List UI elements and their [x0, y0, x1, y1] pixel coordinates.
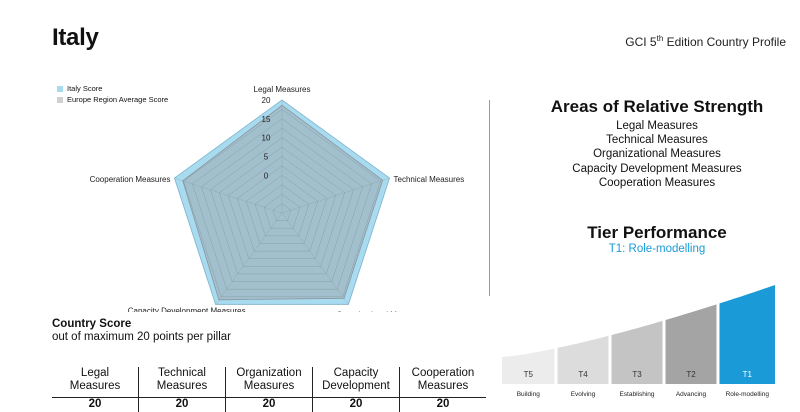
radar-axis-label: Capacity Development Measures [128, 306, 246, 312]
score-header: Cooperation Measures [411, 367, 475, 392]
strengths-list: Legal Measures Technical Measures Organi… [500, 119, 800, 190]
radar-axis-label: Organizational Measures [336, 310, 425, 312]
radar-tick-label: 20 [262, 96, 271, 105]
score-value: 20 [313, 397, 399, 412]
score-header: Legal Measures [69, 367, 121, 392]
score-col-cooperation: Cooperation Measures 20 [399, 367, 486, 412]
radar-grid-ring [228, 156, 336, 259]
radar-grid-ring [245, 174, 319, 244]
tier-name-label: Evolving [571, 391, 596, 398]
radar-spoke [281, 177, 390, 214]
score-header: Technical Measures [156, 367, 208, 392]
radar-spoke [215, 212, 283, 305]
tier-code-label: T1 [743, 370, 753, 379]
legend-item-italy: Italy Score [57, 83, 168, 94]
score-table: Legal Measures 20 Technical Measures 20 Or… [52, 367, 486, 412]
tier-name-label: Advancing [676, 391, 707, 398]
tier-name-label: Role-modelling [726, 391, 770, 398]
score-col-legal: Legal Measures 20 [52, 367, 138, 412]
strength-item: Cooperation Measures [598, 176, 716, 189]
radar-axis-label: Cooperation Measures [90, 175, 171, 184]
strengths-title: Areas of Relative Strength [550, 97, 764, 116]
tier-current: T1: Role-modelling [608, 243, 706, 255]
series-europe-average [182, 104, 384, 301]
radar-tick-label: 15 [262, 115, 271, 124]
radar-grid-ring [174, 99, 390, 305]
radar-grid-ring [210, 137, 354, 275]
score-col-capacity: Capacity Development 20 [312, 367, 399, 412]
section-divider [489, 100, 490, 296]
radar-grid-ring [236, 165, 328, 252]
strength-item: Capacity Development Measures [572, 162, 742, 175]
tier-ramp: T5 Building T4 Evolving T3 Establishing T2 Adva… [502, 285, 775, 398]
tier-code-label: T3 [632, 370, 642, 379]
score-value: 20 [400, 397, 486, 412]
radar-grid-ring [272, 203, 292, 221]
score-header: Capacity Development [322, 367, 390, 392]
radar-grid-ring [254, 184, 310, 237]
tier-title: Tier Performance [587, 223, 727, 242]
legend-swatch-europe [57, 96, 63, 103]
score-subtitle: out of maximum 20 points per pillar [52, 331, 231, 343]
tier-segment-t5 [502, 348, 555, 384]
radar-tick-label: 10 [262, 134, 271, 143]
radar-grid-ring [192, 118, 372, 290]
radar-grid-ring [219, 146, 345, 267]
radar-tick-label: 0 [264, 171, 269, 180]
score-value: 20 [52, 397, 138, 412]
tier-code-label: T4 [578, 370, 588, 379]
strength-item: Technical Measures [606, 134, 708, 147]
tier-segment-t2 [665, 304, 717, 384]
score-value: 20 [226, 397, 312, 412]
strength-item: Organizational Measures [593, 148, 721, 161]
score-col-organization: Organization Measures 20 [225, 367, 312, 412]
tier-segment-t3 [611, 320, 663, 384]
radar-spoke [174, 177, 283, 214]
country-title: Italy [52, 24, 99, 51]
strength-item: Legal Measures [616, 120, 698, 132]
radar-chart: 0 5 10 15 20 Legal Measures Technical Measures… [90, 85, 465, 312]
score-col-technical: Technical Measures 20 [138, 367, 225, 412]
tier-segment-t4 [557, 335, 609, 384]
chart-legend: Italy Score Europe Region Average Score [57, 83, 168, 105]
legend-item-europe: Europe Region Average Score [57, 94, 168, 105]
radar-axis-label: Legal Measures [254, 85, 311, 94]
score-header: Organization Measures [236, 367, 302, 392]
tier-code-label: T2 [686, 370, 696, 379]
tier-segment-t1 [719, 285, 775, 384]
radar-tick-label: 5 [264, 153, 269, 162]
tier-code-label: T5 [524, 370, 534, 379]
radar-axis-label: Technical Measures [394, 175, 465, 184]
radar-grid-ring [183, 109, 381, 298]
radar-grid-ring [201, 127, 363, 282]
radar-spoke [281, 212, 349, 305]
legend-swatch-italy [57, 85, 63, 92]
score-value: 20 [139, 397, 225, 412]
score-title: Country Score [52, 318, 132, 330]
radar-grid-ring [263, 193, 301, 229]
tier-name-label: Building [517, 391, 541, 398]
edition-label: GCI 5th Edition Country Profile [625, 34, 786, 49]
tier-name-label: Establishing [619, 391, 654, 398]
